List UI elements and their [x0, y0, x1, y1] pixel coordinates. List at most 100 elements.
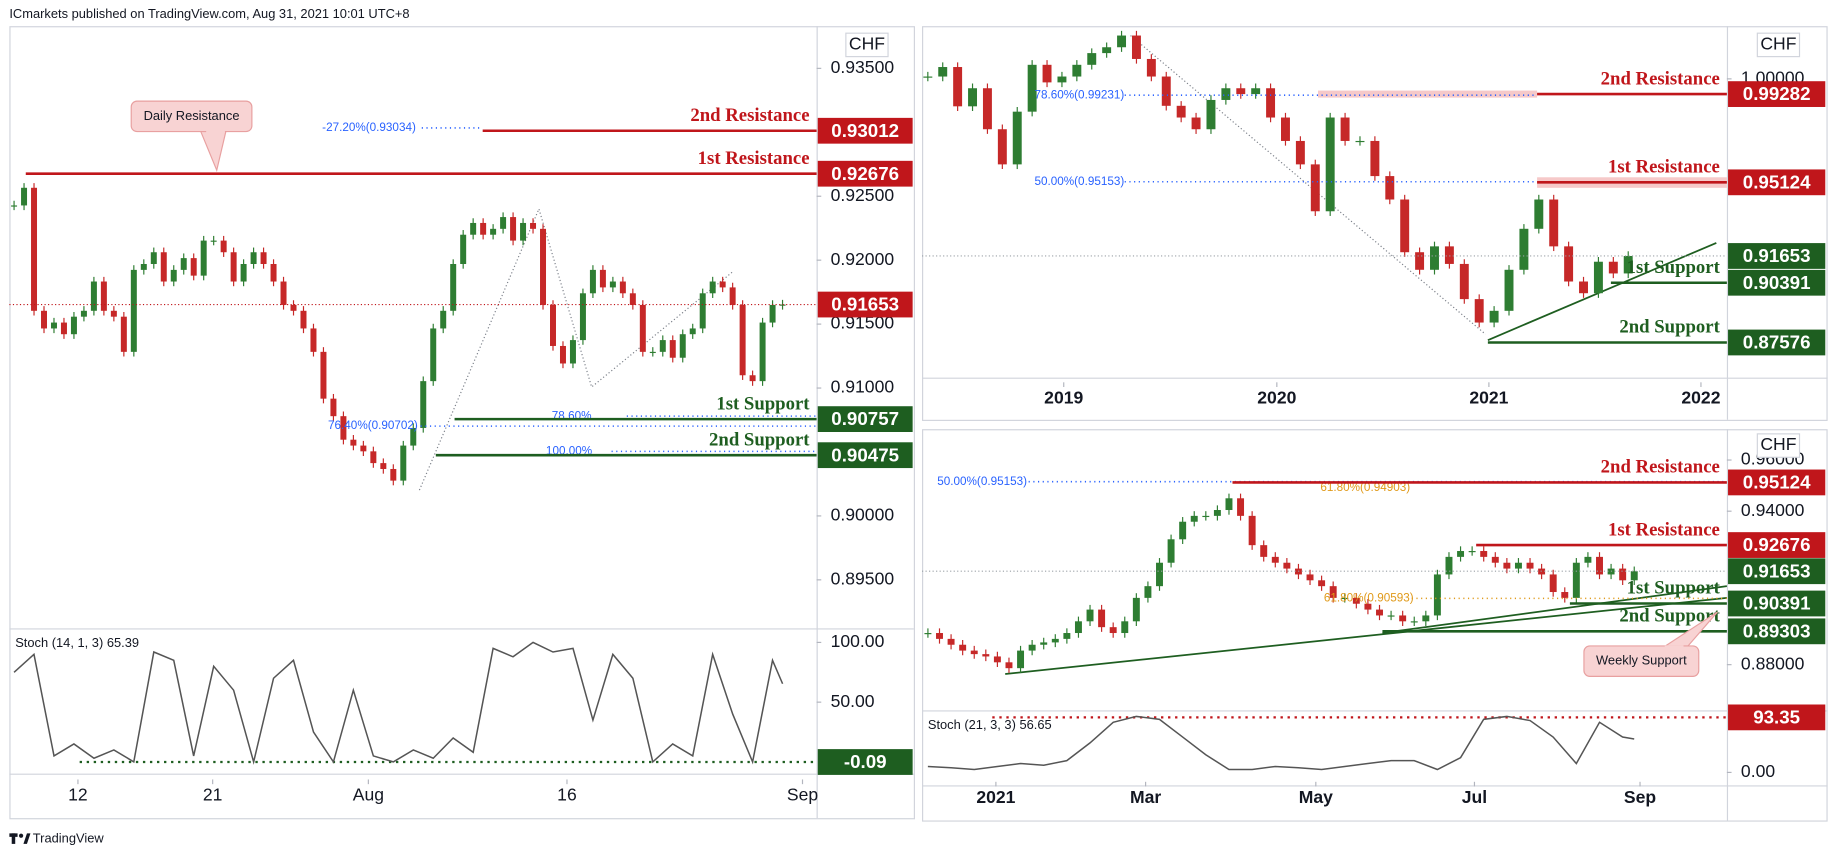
candle-body	[709, 281, 716, 294]
candle-body	[1433, 574, 1441, 616]
candle-body	[1040, 642, 1048, 645]
candle-body	[1422, 615, 1430, 622]
candle-body	[1400, 199, 1410, 253]
candle-body	[1329, 586, 1337, 598]
candle-body	[440, 310, 447, 329]
x-tick-label: May	[1299, 787, 1333, 807]
level-label: 0.90391	[1743, 593, 1811, 614]
candle-body	[1526, 562, 1534, 569]
candle-body	[1310, 164, 1320, 212]
candle-body	[589, 269, 596, 294]
candle-body	[1005, 662, 1013, 669]
candle-body	[938, 67, 948, 77]
fib-label: 76.40%(0.90702)	[328, 419, 418, 432]
callout-patch	[1664, 645, 1684, 649]
level-box	[817, 160, 913, 187]
candle-body	[480, 222, 487, 235]
candle-body	[993, 656, 1001, 663]
x-tick-label: 16	[557, 785, 577, 805]
level-box	[1728, 169, 1826, 196]
level-name: 1st Support	[716, 393, 810, 414]
candle-body	[569, 340, 576, 364]
candle-body	[629, 293, 636, 305]
x-tick-label: Sep	[1624, 787, 1656, 807]
footer: TradingView	[33, 831, 105, 846]
candle-body	[1176, 105, 1186, 118]
candle-body	[240, 264, 247, 282]
y-tick-label: 0.89500	[831, 568, 895, 588]
level-label: 0.89303	[1743, 620, 1811, 641]
panel-border	[9, 26, 915, 820]
candle-body	[250, 252, 257, 265]
candle-body	[90, 281, 97, 311]
candle-body	[1376, 609, 1383, 616]
candle-body	[1221, 88, 1231, 100]
y-tick-label: 0.92500	[831, 185, 895, 205]
candle-body	[190, 258, 197, 276]
candle-body	[1156, 562, 1163, 587]
level-label: 0.95124	[1743, 171, 1811, 192]
fib-label: 78.60%(0.99231)	[1034, 88, 1124, 101]
y-tick-label: 0.90000	[831, 505, 895, 525]
resistance-zone	[1318, 90, 1538, 98]
candle-body	[1237, 498, 1245, 516]
candle-body	[1564, 246, 1574, 282]
candle-body	[1593, 261, 1603, 294]
currency-label: CHF	[1760, 434, 1796, 454]
level-name: 1st Resistance	[1608, 519, 1720, 540]
level-name: 1st Support	[1627, 578, 1721, 599]
level-name: 1st Resistance	[698, 148, 810, 169]
candle-body	[1012, 111, 1022, 165]
level-label: 0.91653	[831, 294, 899, 315]
candle-body	[50, 322, 57, 329]
candle-body	[982, 654, 990, 657]
candle-body	[924, 633, 932, 635]
candle-body	[1086, 609, 1094, 622]
level-box	[1728, 243, 1826, 269]
candle-body	[1271, 556, 1279, 563]
candle-body	[1206, 99, 1216, 130]
candle-body	[959, 644, 967, 651]
candle-body	[390, 468, 397, 481]
candle-body	[649, 351, 656, 354]
candle-body	[982, 88, 992, 130]
candle-body	[1121, 621, 1129, 634]
level-name: 1st Resistance	[1608, 157, 1720, 178]
callout-label: Weekly Support	[1596, 653, 1687, 668]
candle-body	[1474, 299, 1484, 323]
candle-body	[1504, 269, 1514, 311]
logo-mark	[23, 833, 31, 844]
candle-body	[1057, 76, 1067, 83]
candle-body	[1623, 255, 1633, 274]
candle-body	[1549, 199, 1559, 247]
candle-body	[150, 252, 157, 265]
y-tick-label: 0.91500	[831, 313, 895, 333]
price-pane	[924, 493, 1638, 673]
candle-body	[639, 304, 646, 352]
candle-body	[1355, 140, 1365, 143]
candle-body	[340, 416, 347, 440]
y-tick-label: 0.94000	[1741, 500, 1805, 520]
currency-box	[845, 32, 889, 58]
y-tick-label: 0.92000	[831, 249, 895, 269]
candle-body	[1117, 35, 1127, 48]
candle-body	[1399, 615, 1407, 622]
candle-body	[450, 264, 457, 311]
candle-body	[230, 252, 237, 282]
fib-connector	[1130, 35, 1486, 335]
candle-body	[1202, 515, 1210, 518]
level-box	[1728, 532, 1826, 558]
level-label: 0.87576	[1743, 332, 1811, 353]
candle-body	[1281, 117, 1290, 141]
candle-body	[1364, 603, 1372, 610]
y-tick-label: 0.93500	[831, 57, 895, 77]
candle-body	[470, 222, 477, 235]
candle-body	[1161, 76, 1171, 106]
candle-body	[719, 281, 726, 288]
candle-body	[1457, 551, 1465, 557]
candle-body	[1415, 252, 1425, 270]
candle-body	[1098, 609, 1106, 628]
candle-body	[1251, 88, 1261, 95]
candle-body	[599, 269, 606, 288]
